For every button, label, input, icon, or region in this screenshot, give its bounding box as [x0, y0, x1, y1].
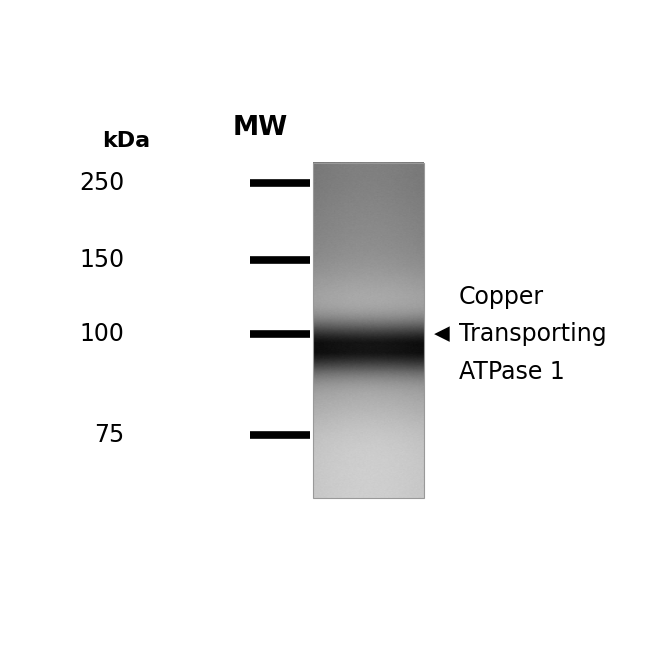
Text: 100: 100: [79, 322, 124, 346]
Text: 250: 250: [79, 171, 124, 195]
Text: 150: 150: [79, 248, 124, 272]
Text: 75: 75: [94, 422, 124, 447]
Text: ATPase 1: ATPase 1: [459, 359, 565, 384]
Text: Transporting: Transporting: [459, 322, 606, 346]
Text: kDa: kDa: [103, 131, 151, 151]
Bar: [313, 163, 424, 499]
Text: MW: MW: [233, 115, 288, 141]
Text: Copper: Copper: [459, 285, 544, 309]
